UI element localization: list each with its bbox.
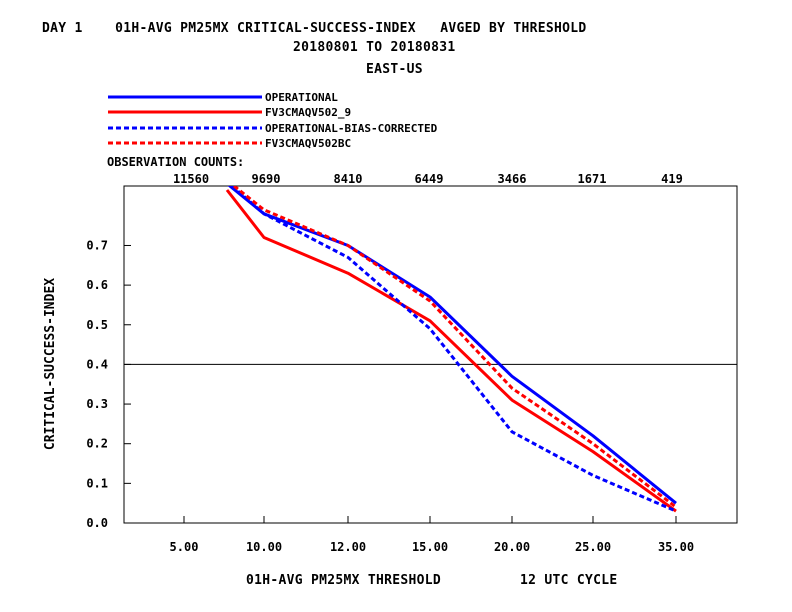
date-range: 20180801 TO 20180831 (293, 40, 456, 55)
obs-counts-label: OBSERVATION COUNTS: (107, 155, 244, 169)
x-tick-label: 20.00 (494, 540, 530, 554)
x-tick-label: 10.00 (246, 540, 282, 554)
obs-count: 1671 (578, 172, 607, 186)
chart-title: DAY 1 01H-AVG PM25MX CRITICAL-SUCCESS-IN… (42, 21, 587, 36)
plot-frame (123, 185, 738, 524)
y-tick-label: 0.1 (86, 476, 108, 490)
legend-label: OPERATIONAL (265, 91, 338, 104)
x-tick-label: 35.00 (658, 540, 694, 554)
y-tick-label: 0.6 (86, 278, 108, 292)
cycle-label: 12 UTC CYCLE (520, 573, 618, 588)
y-tick-label: 0.4 (86, 357, 108, 371)
region: EAST-US (366, 62, 423, 77)
legend-label: FV3CMAQV502_9 (265, 106, 351, 119)
obs-count: 8410 (334, 172, 363, 186)
x-tick-label: 25.00 (575, 540, 611, 554)
x-tick-label: 15.00 (412, 540, 448, 554)
obs-count: 419 (661, 172, 683, 186)
obs-count: 9690 (252, 172, 281, 186)
y-tick-label: 0.5 (86, 318, 108, 332)
y-tick-label: 0.3 (86, 397, 108, 411)
obs-count: 11560 (173, 172, 209, 186)
obs-count: 6449 (415, 172, 444, 186)
y-tick-label: 0.7 (86, 238, 108, 252)
legend-label: OPERATIONAL-BIAS-CORRECTED (265, 122, 438, 135)
legend-label: FV3CMAQV502BC (265, 137, 351, 150)
series-line-fv3cmaqv502_9 (225, 189, 677, 513)
x-axis-label: 01H-AVG PM25MX THRESHOLD (246, 573, 442, 588)
series-line-operational-bias-corrected (231, 186, 677, 513)
x-tick-label: 12.00 (330, 540, 366, 554)
x-tick-label: 5.00 (170, 540, 199, 554)
series-line-fv3cmaqv502bc (233, 186, 677, 509)
y-tick-label: 0.0 (86, 516, 108, 530)
y-axis-label: CRITICAL-SUCCESS-INDEX (43, 278, 58, 450)
obs-count: 3466 (498, 172, 527, 186)
y-tick-label: 0.2 (86, 437, 108, 451)
